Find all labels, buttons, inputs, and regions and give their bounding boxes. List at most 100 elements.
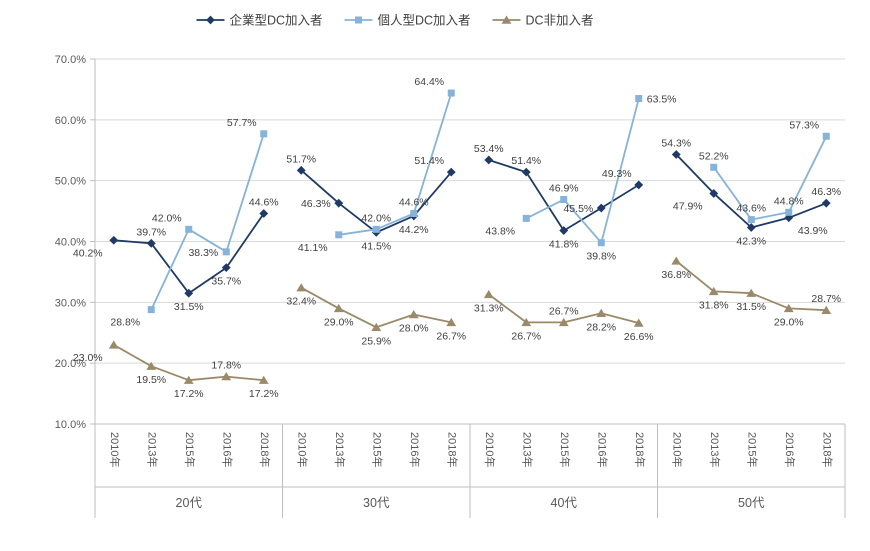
data-label: 31.5%: [736, 301, 766, 313]
data-label: 28.7%: [811, 293, 841, 305]
diamond-marker-icon: [109, 235, 119, 245]
y-axis-label: 20.0%: [55, 358, 86, 370]
square-marker-icon: [447, 89, 455, 97]
data-label: 57.7%: [227, 117, 257, 129]
data-label: 47.9%: [673, 200, 703, 212]
data-label: 42.0%: [361, 212, 391, 224]
group-label: 20代: [176, 496, 203, 510]
data-label: 46.3%: [301, 198, 331, 210]
y-axis-label: 40.0%: [55, 237, 86, 249]
series-line-1: [150, 133, 265, 310]
series-line-1: [525, 98, 640, 244]
year-label: 2013年: [333, 432, 347, 467]
triangle-marker-icon: [521, 317, 532, 327]
data-label: 19.5%: [136, 374, 166, 386]
year-label: 2010年: [295, 432, 309, 467]
legend-square-icon: [355, 16, 362, 24]
diamond-marker-icon: [296, 165, 306, 175]
data-label: 38.3%: [188, 247, 218, 259]
group-label: 30代: [363, 496, 390, 510]
diamond-marker-icon: [821, 198, 831, 208]
diamond-marker-icon: [559, 226, 569, 235]
square-marker-icon: [635, 95, 643, 103]
square-marker-icon: [560, 196, 568, 204]
data-label: 31.5%: [174, 301, 204, 313]
diamond-marker-icon: [484, 155, 494, 165]
data-label: 41.8%: [549, 239, 579, 251]
year-label: 2010年: [108, 432, 122, 467]
data-label: 28.2%: [586, 321, 616, 333]
legend-item: DC非加入者: [492, 14, 594, 28]
data-label: 28.0%: [399, 323, 429, 335]
legend-label-0: 企業型DC加入者: [230, 13, 323, 28]
data-label: 17.2%: [249, 388, 279, 400]
y-axis-label: 10.0%: [55, 419, 86, 431]
square-marker-icon: [260, 130, 268, 138]
square-marker-icon: [822, 132, 830, 140]
year-label: 2018年: [445, 432, 459, 467]
data-label: 26.7%: [436, 330, 466, 342]
group-label: 50代: [738, 496, 765, 510]
data-label: 42.3%: [736, 236, 766, 248]
triangle-marker-icon: [333, 303, 344, 313]
diamond-marker-icon: [746, 223, 756, 232]
triangle-marker-icon: [708, 286, 719, 296]
data-label: 51.7%: [286, 153, 316, 165]
y-axis-label: 60.0%: [55, 115, 86, 127]
triangle-marker-icon: [746, 288, 757, 297]
data-label: 63.5%: [647, 94, 677, 106]
triangle-marker-icon: [371, 322, 382, 331]
square-marker-icon: [522, 214, 530, 222]
data-label: 26.6%: [624, 331, 654, 343]
triangle-marker-icon: [671, 256, 682, 265]
data-label: 28.8%: [110, 317, 140, 329]
data-label: 53.4%: [474, 143, 504, 155]
data-label: 51.4%: [511, 155, 541, 167]
year-label: 2015年: [745, 432, 759, 467]
data-label: 44.6%: [249, 197, 279, 209]
square-marker-icon: [222, 248, 230, 256]
year-label: 2010年: [670, 432, 684, 467]
data-label: 49.3%: [602, 168, 632, 180]
data-label: 39.8%: [586, 251, 616, 263]
square-marker-icon: [372, 225, 380, 233]
diamond-marker-icon: [634, 180, 644, 190]
data-label: 31.8%: [699, 299, 729, 311]
data-label: 44.2%: [399, 224, 429, 236]
legend-label-1: 個人型DC加入者: [378, 14, 471, 28]
data-label: 43.6%: [736, 203, 766, 215]
triangle-marker-icon: [258, 375, 269, 384]
triangle-marker-icon: [446, 317, 457, 327]
data-label: 31.3%: [474, 302, 504, 314]
square-marker-icon: [710, 163, 718, 171]
data-label: 46.3%: [811, 186, 841, 198]
diamond-marker-icon: [184, 288, 194, 298]
group-label: 40代: [551, 496, 578, 510]
data-label: 51.4%: [414, 155, 444, 167]
triangle-marker-icon: [146, 361, 157, 370]
diamond-marker-icon: [596, 203, 606, 213]
data-label: 44.6%: [399, 197, 429, 209]
diamond-marker-icon: [709, 189, 719, 198]
square-marker-icon: [335, 231, 343, 239]
data-label: 29.0%: [774, 316, 804, 328]
data-label: 41.1%: [298, 242, 328, 254]
data-label: 54.3%: [661, 138, 691, 150]
data-label: 52.2%: [699, 150, 729, 162]
diamond-marker-icon: [259, 209, 269, 218]
data-label: 29.0%: [324, 316, 354, 328]
year-label: 2010年: [483, 432, 497, 467]
year-label: 2013年: [520, 432, 534, 467]
y-axis-label: 70.0%: [55, 54, 86, 66]
diamond-marker-icon: [146, 238, 156, 248]
diamond-marker-icon: [521, 167, 531, 177]
legend-label-2: DC非加入者: [526, 14, 594, 28]
square-marker-icon: [147, 306, 155, 314]
data-label: 45.5%: [563, 203, 593, 215]
triangle-marker-icon: [408, 310, 419, 319]
data-label: 26.7%: [549, 305, 579, 317]
data-label: 42.0%: [152, 212, 182, 224]
square-marker-icon: [747, 216, 755, 224]
